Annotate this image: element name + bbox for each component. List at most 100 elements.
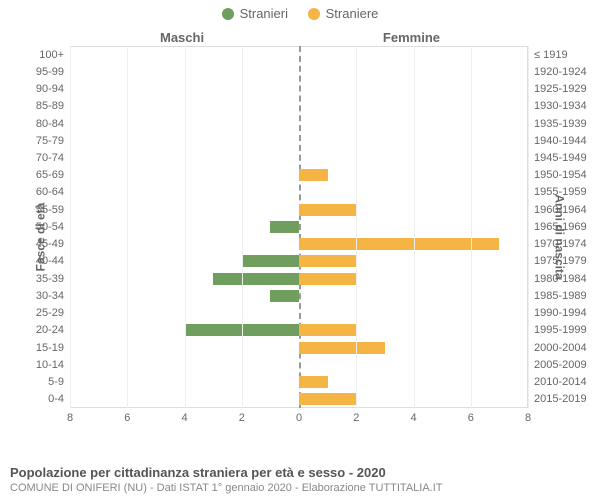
chart-row: 70-741945-1949 — [70, 149, 528, 166]
birth-year-label: 1970-1974 — [528, 238, 587, 250]
birth-year-label: 1945-1949 — [528, 152, 587, 164]
age-band-label: 0-4 — [48, 393, 70, 405]
birth-year-label: 1930-1934 — [528, 100, 587, 112]
x-tick-label: 0 — [296, 412, 302, 424]
chart-row: 5-92010-2014 — [70, 373, 528, 390]
birth-year-label: 1965-1969 — [528, 221, 587, 233]
section-title-femmine: Femmine — [383, 30, 440, 45]
chart-row: 95-991920-1924 — [70, 63, 528, 80]
chart-row: 65-691950-1954 — [70, 167, 528, 184]
chart-row: 55-591960-1964 — [70, 201, 528, 218]
x-tick-label: 4 — [181, 412, 187, 424]
age-band-label: 60-64 — [36, 186, 70, 198]
age-band-label: 55-59 — [36, 204, 70, 216]
age-band-label: 40-44 — [36, 255, 70, 267]
x-tick-label: 4 — [410, 412, 416, 424]
bar-female — [299, 342, 385, 354]
bar-male — [270, 221, 299, 233]
age-band-label: 70-74 — [36, 152, 70, 164]
age-band-label: 100+ — [39, 49, 70, 61]
age-band-label: 75-79 — [36, 135, 70, 147]
gridline — [127, 46, 128, 408]
age-band-label: 20-24 — [36, 324, 70, 336]
chart-row: 90-941925-1929 — [70, 80, 528, 97]
age-band-label: 50-54 — [36, 221, 70, 233]
chart-row: 0-42015-2019 — [70, 391, 528, 408]
bar-female — [299, 238, 499, 250]
bar-male — [213, 273, 299, 285]
birth-year-label: 1990-1994 — [528, 307, 587, 319]
bar-female — [299, 204, 356, 216]
birth-year-label: 2000-2004 — [528, 342, 587, 354]
section-title-maschi: Maschi — [160, 30, 204, 45]
chart-row: 10-142005-2009 — [70, 356, 528, 373]
birth-year-label: 1985-1989 — [528, 290, 587, 302]
bar-male — [242, 255, 299, 267]
gridline — [528, 46, 529, 408]
bar-female — [299, 273, 356, 285]
age-band-label: 85-89 — [36, 100, 70, 112]
age-band-label: 25-29 — [36, 307, 70, 319]
x-tick-label: 8 — [67, 412, 73, 424]
chart-rows: 100+≤ 191995-991920-192490-941925-192985… — [70, 46, 528, 408]
legend: Stranieri Straniere — [0, 6, 600, 23]
birth-year-label: 1935-1939 — [528, 118, 587, 130]
plot-area: 100+≤ 191995-991920-192490-941925-192985… — [70, 46, 528, 428]
birth-year-label: 1980-1984 — [528, 273, 587, 285]
chart-row: 75-791940-1944 — [70, 132, 528, 149]
x-tick-label: 8 — [525, 412, 531, 424]
chart-row: 25-291990-1994 — [70, 305, 528, 322]
gridline — [242, 46, 243, 408]
gridline — [356, 46, 357, 408]
legend-label-straniere: Straniere — [326, 6, 379, 21]
chart-row: 30-341985-1989 — [70, 287, 528, 304]
x-tick-label: 6 — [468, 412, 474, 424]
birth-year-label: 1960-1964 — [528, 204, 587, 216]
chart-footer: Popolazione per cittadinanza straniera p… — [10, 465, 590, 494]
legend-item-straniere: Straniere — [308, 6, 379, 21]
age-band-label: 65-69 — [36, 169, 70, 181]
age-band-label: 80-84 — [36, 118, 70, 130]
birth-year-label: 1940-1944 — [528, 135, 587, 147]
birth-year-label: 1995-1999 — [528, 324, 587, 336]
legend-label-stranieri: Stranieri — [240, 6, 288, 21]
age-band-label: 95-99 — [36, 66, 70, 78]
x-tick-label: 2 — [239, 412, 245, 424]
chart-row: 100+≤ 1919 — [70, 46, 528, 63]
age-band-label: 15-19 — [36, 342, 70, 354]
birth-year-label: 1950-1954 — [528, 169, 587, 181]
chart-title: Popolazione per cittadinanza straniera p… — [10, 465, 590, 480]
gridline — [471, 46, 472, 408]
x-axis-ticks: 8 6 4 2 0 2 4 6 8 — [70, 410, 528, 428]
chart-row: 40-441975-1979 — [70, 253, 528, 270]
gridline — [414, 46, 415, 408]
legend-swatch-straniere — [308, 8, 320, 20]
birth-year-label: 1975-1979 — [528, 255, 587, 267]
x-tick-label: 2 — [353, 412, 359, 424]
bar-female — [299, 376, 328, 388]
chart-subtitle: COMUNE DI ONIFERI (NU) - Dati ISTAT 1° g… — [10, 482, 590, 494]
chart-row: 85-891930-1934 — [70, 98, 528, 115]
chart-row: 45-491970-1974 — [70, 236, 528, 253]
birth-year-label: ≤ 1919 — [528, 49, 568, 61]
chart-row: 60-641955-1959 — [70, 184, 528, 201]
birth-year-label: 1920-1924 — [528, 66, 587, 78]
x-tick-label: 6 — [124, 412, 130, 424]
legend-swatch-stranieri — [222, 8, 234, 20]
birth-year-label: 1925-1929 — [528, 83, 587, 95]
bar-female — [299, 393, 356, 405]
legend-item-stranieri: Stranieri — [222, 6, 288, 21]
age-band-label: 90-94 — [36, 83, 70, 95]
age-band-label: 30-34 — [36, 290, 70, 302]
gridline — [70, 46, 71, 408]
age-band-label: 35-39 — [36, 273, 70, 285]
age-band-label: 45-49 — [36, 238, 70, 250]
birth-year-label: 2015-2019 — [528, 393, 587, 405]
birth-year-label: 2010-2014 — [528, 376, 587, 388]
chart-row: 35-391980-1984 — [70, 270, 528, 287]
age-band-label: 10-14 — [36, 359, 70, 371]
bar-female — [299, 255, 356, 267]
chart-row: 15-192000-2004 — [70, 339, 528, 356]
bar-female — [299, 324, 356, 336]
chart-row: 20-241995-1999 — [70, 322, 528, 339]
